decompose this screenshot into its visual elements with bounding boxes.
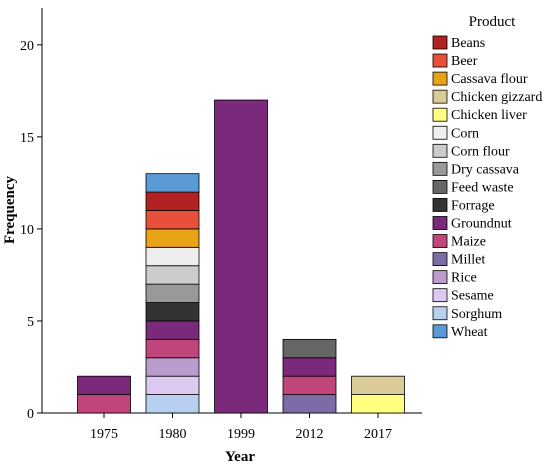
bar-segment-1980-wheat <box>145 173 200 193</box>
legend-label-beans: Beans <box>451 36 485 51</box>
legend-label-maize: Maize <box>451 235 486 250</box>
bar-segment-1999-groundnut <box>214 99 268 414</box>
bar-segment-2017-chicken-gizzard <box>351 375 405 395</box>
legend-label-sorghum: Sorghum <box>451 307 502 322</box>
x-tick-label: 2012 <box>296 427 324 442</box>
bar-segment-1980-maize <box>145 338 200 359</box>
legend-swatch-millet <box>432 252 448 267</box>
legend-swatch-corn <box>432 125 448 140</box>
bar-segment-2012-groundnut <box>282 357 337 377</box>
bar-segment-1980-sesame <box>145 375 200 395</box>
legend-label-beer: Beer <box>451 54 478 69</box>
bar-segment-1980-beans <box>145 191 200 211</box>
bar-segment-1980-beer <box>145 210 200 230</box>
bar-segment-1980-groundnut <box>145 320 200 340</box>
x-tick-label: 2017 <box>364 427 392 442</box>
y-axis-title: Frequency <box>2 175 18 244</box>
bar-segment-1980-corn-flour <box>145 265 200 285</box>
legend: Product Beans Beer Cassava flour Chicken gi… <box>432 14 542 340</box>
legend-label-wheat: Wheat <box>451 325 488 340</box>
y-tick-label: 20 <box>20 39 34 54</box>
chart-bars <box>77 99 405 414</box>
legend-label-chicken-liver: Chicken liver <box>451 108 527 123</box>
legend-swatch-wheat <box>432 324 448 339</box>
bar-segment-1980-rice <box>145 357 200 377</box>
y-tick-label: 10 <box>20 223 34 238</box>
bar-segment-2012-maize <box>282 375 337 395</box>
legend-title: Product <box>469 14 516 30</box>
bar-segment-1980-sorghum <box>145 394 200 414</box>
x-tick-label: 1975 <box>90 427 118 442</box>
legend-swatch-cassava-flour <box>432 71 448 86</box>
legend-label-corn-flour: Corn flour <box>451 144 510 159</box>
bar-segment-1980-corn <box>145 246 200 267</box>
legend-swatch-beer <box>432 53 448 68</box>
legend-label-sesame: Sesame <box>451 289 494 304</box>
legend-swatch-feed-waste <box>432 179 448 194</box>
y-tick-label: 15 <box>20 131 34 146</box>
legend-swatch-chicken-gizzard <box>432 89 448 104</box>
bar-segment-1980-dry-cassava <box>145 283 200 303</box>
legend-label-corn: Corn <box>451 126 479 141</box>
legend-label-rice: Rice <box>451 271 477 286</box>
legend-label-dry-cassava: Dry cassava <box>451 162 520 177</box>
legend-swatch-groundnut <box>432 216 448 230</box>
legend-swatch-forrage <box>432 198 448 212</box>
legend-swatch-maize <box>432 234 448 248</box>
legend-label-chicken-gizzard: Chicken gizzard <box>451 90 542 105</box>
x-tick-label: 1999 <box>227 427 255 442</box>
legend-label-forrage: Forrage <box>451 198 495 213</box>
legend-label-cassava-flour: Cassava flour <box>451 72 528 87</box>
legend-swatch-beans <box>432 35 448 50</box>
legend-swatch-rice <box>432 270 448 285</box>
bar-segment-2012-millet <box>282 394 337 414</box>
legend-label-groundnut: Groundnut <box>451 217 512 232</box>
bar-segment-1980-forrage <box>145 302 200 322</box>
legend-swatch-dry-cassava <box>432 161 448 176</box>
legend-swatch-chicken-liver <box>432 107 448 122</box>
x-tick-label: 1980 <box>159 427 187 442</box>
y-tick-label: 0 <box>27 407 34 422</box>
x-tick-labels: 1975 1980 1999 2012 2017 <box>90 413 392 442</box>
bar-segment-1980-cassava-flour <box>145 228 200 248</box>
bar-segment-2012-feed-waste <box>282 338 337 359</box>
legend-swatch-sorghum <box>432 306 448 321</box>
y-tick-label: 5 <box>27 315 34 330</box>
legend-swatch-corn-flour <box>432 143 448 158</box>
legend-label-millet: Millet <box>451 253 485 268</box>
legend-swatch-sesame <box>432 288 448 303</box>
x-axis-title: Year <box>225 449 255 465</box>
legend-label-feed-waste: Feed waste <box>451 180 514 195</box>
y-tick-labels: 0 5 10 15 20 <box>20 39 42 422</box>
bar-segment-1975-groundnut <box>77 375 131 395</box>
bar-segment-1975-maize <box>77 394 131 414</box>
bar-segment-2017-chicken-liver <box>351 394 405 414</box>
